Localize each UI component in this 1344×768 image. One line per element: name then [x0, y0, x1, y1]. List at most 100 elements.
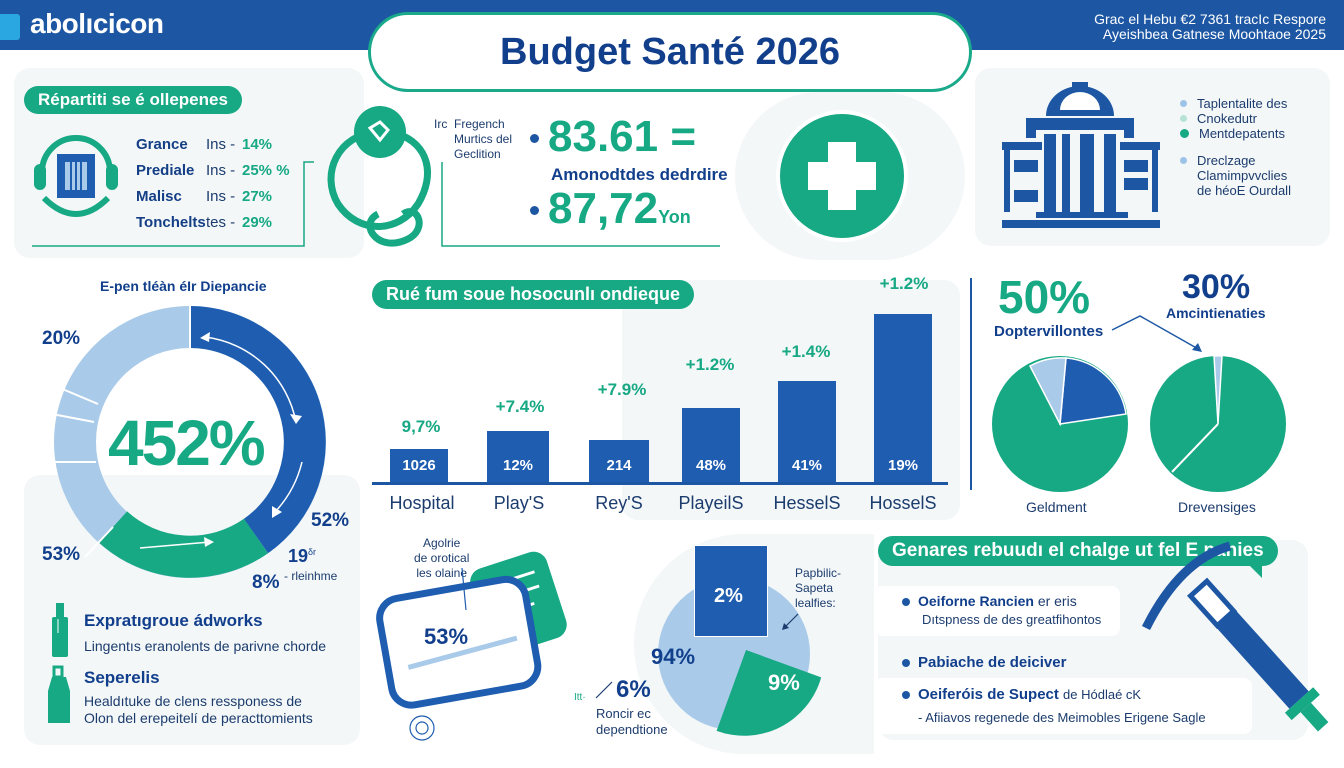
donut-chart [51, 304, 326, 578]
bullet-item: Oeiferóis de Supect de Hódlaé cK [902, 686, 1141, 703]
kpi-subtitle: Amonodtdes dedrdire [551, 165, 728, 184]
donut-label-20: 20% [42, 328, 81, 349]
bar-hossels: 19% [874, 314, 932, 482]
bar-delta: +7.9% [597, 380, 647, 399]
bar-category: PlayeilS [678, 493, 744, 513]
bar-plays: 12% [487, 431, 549, 482]
donut-label-8-note: - rleinhme [284, 569, 338, 583]
legend-dot-icon [1180, 115, 1187, 122]
legend-item: Cnokedutr [1180, 111, 1300, 126]
bottle-icon [52, 603, 68, 657]
institution-legend: Taplentalite des Cnokedutr Mentdepatents… [1180, 96, 1300, 198]
bar-delta: +1.4% [781, 342, 831, 361]
header-subtitle-line2: Ayeishbea Gatnese Moohtaoe 2025 [1102, 26, 1326, 42]
kpi-bullet-icon [530, 134, 539, 143]
bar-chart-pill: Rué fum soue hosocunlı ondieque [372, 280, 695, 309]
medical-tray-icon [376, 551, 567, 741]
kpi-bracket [441, 162, 720, 247]
pie-right-label: Amcintienaties [1166, 305, 1266, 321]
pie-left-caption: Geldment [1026, 499, 1087, 515]
donut-label-8: 8% [252, 572, 280, 593]
pie-left-label: Doptervillontes [994, 323, 1104, 340]
expense-item-desc: Lingentıs eranolents de parivne chorde [84, 638, 327, 654]
bar-category: Rey'S [595, 493, 643, 513]
pie-left-headline: 50% [998, 271, 1091, 323]
expense-item-title: Seperelis [84, 668, 160, 687]
pie-right-callout: Papbilic- Sapeta lealfies: [795, 566, 842, 610]
pies-divider [970, 278, 972, 490]
pie-chart-left [992, 356, 1128, 492]
bar-delta: +1.2% [879, 274, 929, 293]
bullet-icon [902, 691, 910, 699]
bar-category: HesselS [773, 493, 841, 513]
bullet-item: Oeiforne Rancien er eris [902, 593, 1077, 609]
building-headset-icon [34, 135, 118, 217]
bar-category: Play'S [493, 493, 545, 513]
bird-logo-icon[interactable] [0, 14, 20, 40]
bar-delta: +1.2% [685, 355, 735, 374]
donut-label-52: 52% [311, 510, 350, 531]
pie-blue-square [694, 545, 768, 637]
pie-right-headline: 30% [1182, 268, 1251, 306]
bar-hospital: 1026 [390, 449, 448, 482]
donut-label-19: 19δr [288, 546, 317, 566]
bullet-box [874, 586, 1120, 636]
bar-delta: +7.4% [495, 397, 545, 416]
repartition-pill: Répartiti se é ollepenes [24, 86, 242, 114]
pie-value-9: 9% [768, 670, 800, 695]
kpi-value-1: 83.61 = [548, 112, 697, 161]
bar-hessels: 41% [778, 381, 836, 482]
legend-item: Mentdepatents [1180, 126, 1300, 141]
bar-delta: 9,7% [401, 417, 441, 436]
syringe-icon [1141, 541, 1329, 732]
bullet-box [874, 678, 1252, 734]
callout-arrow-icon [782, 613, 799, 630]
repartition-bracket [32, 161, 314, 247]
legend-item: Taplentalite des [1180, 96, 1300, 111]
medical-cross-icon [776, 110, 908, 242]
kpi-side-prefix: Irc [434, 117, 448, 131]
bullet-icon [902, 659, 910, 667]
repartition-row: Prediale Ins -25% % [136, 161, 290, 179]
bar-category: Hospital [389, 493, 455, 513]
page-title-pill: Budget Santé 2026 [368, 12, 972, 92]
tray-value: 53% [424, 624, 469, 649]
pie-left-label: Roncir ec dependtione [596, 706, 668, 737]
pie-value-94: 94% [651, 644, 696, 669]
callout-arrow-icon [595, 681, 613, 699]
bar-playeils: 48% [682, 408, 740, 482]
donut-title: E-pen tléàn éIr Diepancie [100, 278, 267, 294]
bullet-icon [902, 598, 910, 606]
pie-left-small: Itt· [574, 692, 586, 703]
donut-center-value: 452% [108, 407, 266, 479]
legend-dot-icon [1180, 100, 1187, 107]
bullet-item: Pabiache de deiciver [902, 654, 1066, 671]
government-building-icon [1002, 82, 1160, 228]
bullet-sub: Dıtspness de des greatfihontos [922, 612, 1102, 627]
pie-left-value: 6% [616, 676, 651, 703]
header-subtitle: Grac el Hebu €2 7361 tracIc Respore Ayei… [1094, 12, 1326, 42]
legend-dot-icon [1180, 129, 1189, 138]
pie-right-caption: Drevensiges [1178, 499, 1256, 515]
bar-reys: 214 [589, 440, 649, 482]
recommendations-pill: Genares rebuudı el chalge ut fel E panie… [878, 536, 1278, 566]
repartition-row: Grance Ins -14% [136, 135, 273, 153]
kpi-value-2: 87,72Yon [548, 184, 691, 233]
donut-label-53: 53% [42, 544, 81, 565]
bar-chart-baseline [372, 482, 948, 485]
legend-dot-icon [1180, 157, 1187, 164]
pie-arrow-icon [1111, 315, 1202, 352]
expense-item-title: Expratıgroue ádworks [84, 611, 263, 630]
bullet-sub: - Afiiavos regenede des Meimobles Erigen… [918, 710, 1206, 725]
expense-item-desc: Healdıtuke de clens ressponess de Olon d… [84, 693, 313, 726]
repartition-row: Malisc Ins -27% [136, 187, 273, 205]
page-title: Budget Santé 2026 [500, 30, 840, 73]
header-subtitle-line1: Grac el Hebu €2 7361 tracIc Respore [1094, 11, 1326, 27]
pie-value-2: 2% [714, 585, 743, 607]
legend-item: Dreclzage Clamimpvvclies de héoE Ourdall [1180, 153, 1300, 198]
logo-text[interactable]: abolıcicon [30, 8, 164, 39]
kpi-side-label: Fregench Murtics del Geclition [454, 117, 513, 161]
pie-chart-right [1150, 355, 1286, 492]
kpi-bullet-icon [530, 206, 539, 215]
